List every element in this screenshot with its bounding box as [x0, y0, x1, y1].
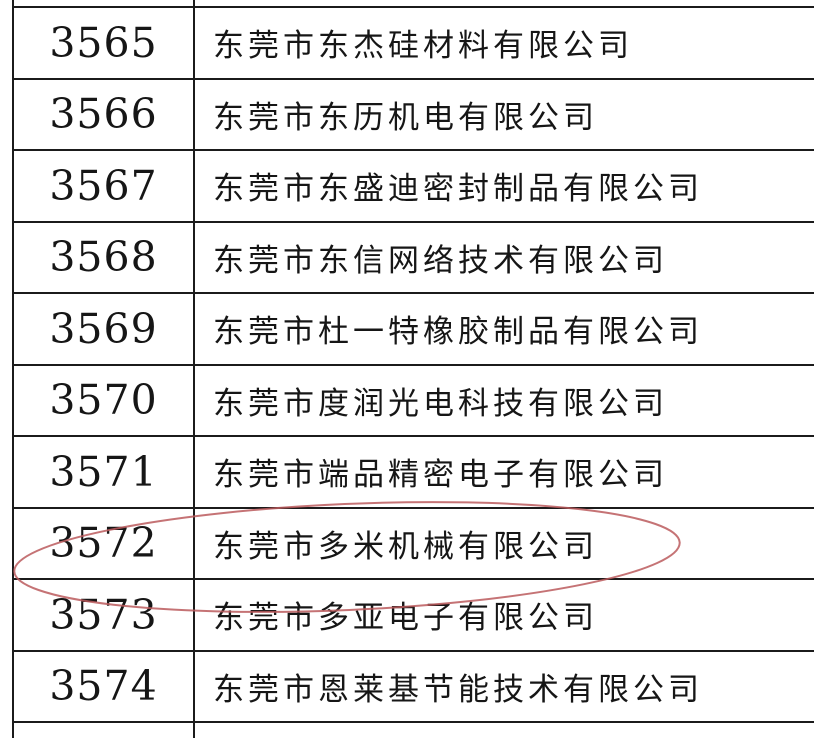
company-name: 东莞市多亚电子有限公司	[213, 600, 598, 637]
row-number-cell	[14, 0, 195, 6]
company-name: 东莞市东信网络技术有限公司	[213, 242, 668, 279]
table-row-partial-top	[14, 0, 814, 8]
table-row: 3565 东莞市东杰硅材料有限公司	[14, 8, 814, 80]
table-row: 3571 东莞市端品精密电子有限公司	[14, 437, 814, 509]
company-name: 东莞市杜一特橡胶制品有限公司	[213, 314, 703, 351]
company-name: 东莞市东盛迪密封制品有限公司	[213, 171, 703, 208]
row-number: 3571	[14, 437, 195, 507]
company-name-cell	[195, 0, 814, 6]
table-row: 3568 东莞市东信网络技术有限公司	[14, 222, 814, 294]
row-number-cell	[14, 723, 195, 738]
row-number: 3574	[14, 651, 195, 721]
row-number: 3573	[14, 580, 195, 650]
company-name: 东莞市东历机电有限公司	[213, 99, 598, 136]
row-number: 3568	[14, 222, 195, 292]
table-row-highlighted: 3572 东莞市多米机械有限公司	[14, 508, 814, 580]
table-row: 3574 东莞市恩莱基节能技术有限公司	[14, 651, 814, 723]
table-row-partial-bottom	[14, 723, 814, 738]
table-row: 3570 东莞市度润光电科技有限公司	[14, 365, 814, 437]
company-name: 东莞市恩莱基节能技术有限公司	[213, 671, 703, 708]
row-number: 3566	[14, 79, 195, 149]
company-name: 东莞市东杰硅材料有限公司	[213, 28, 633, 65]
company-name: 东莞市端品精密电子有限公司	[213, 457, 668, 494]
table-row: 3569 东莞市杜一特橡胶制品有限公司	[14, 294, 814, 366]
row-number: 3565	[14, 8, 195, 78]
company-name-cell	[195, 723, 814, 738]
row-number: 3572	[14, 508, 195, 578]
company-name: 东莞市度润光电科技有限公司	[213, 385, 668, 422]
table-row: 3567 东莞市东盛迪密封制品有限公司	[14, 151, 814, 223]
table-row: 3566 东莞市东历机电有限公司	[14, 79, 814, 151]
row-number: 3570	[14, 365, 195, 435]
row-number: 3569	[14, 294, 195, 364]
company-name: 东莞市多米机械有限公司	[213, 528, 598, 565]
row-number: 3567	[14, 151, 195, 221]
table-row: 3573 东莞市多亚电子有限公司	[14, 580, 814, 652]
company-table: 3565 东莞市东杰硅材料有限公司 3566 东莞市东历机电有限公司 3567 …	[12, 0, 814, 738]
